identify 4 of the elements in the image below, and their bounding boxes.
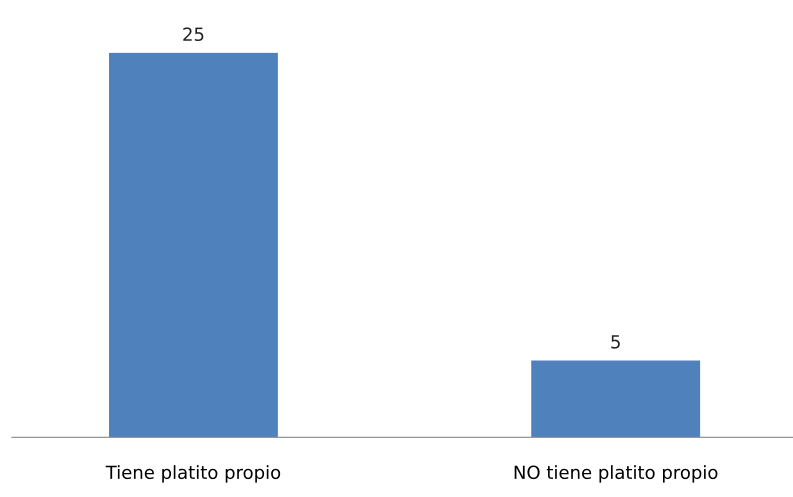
data-label: 5	[611, 335, 620, 349]
x-tick-label: Tiene platito propio	[106, 465, 280, 483]
x-tick-label: NO tiene platito propio	[514, 465, 718, 483]
data-label: 25	[183, 27, 204, 42]
